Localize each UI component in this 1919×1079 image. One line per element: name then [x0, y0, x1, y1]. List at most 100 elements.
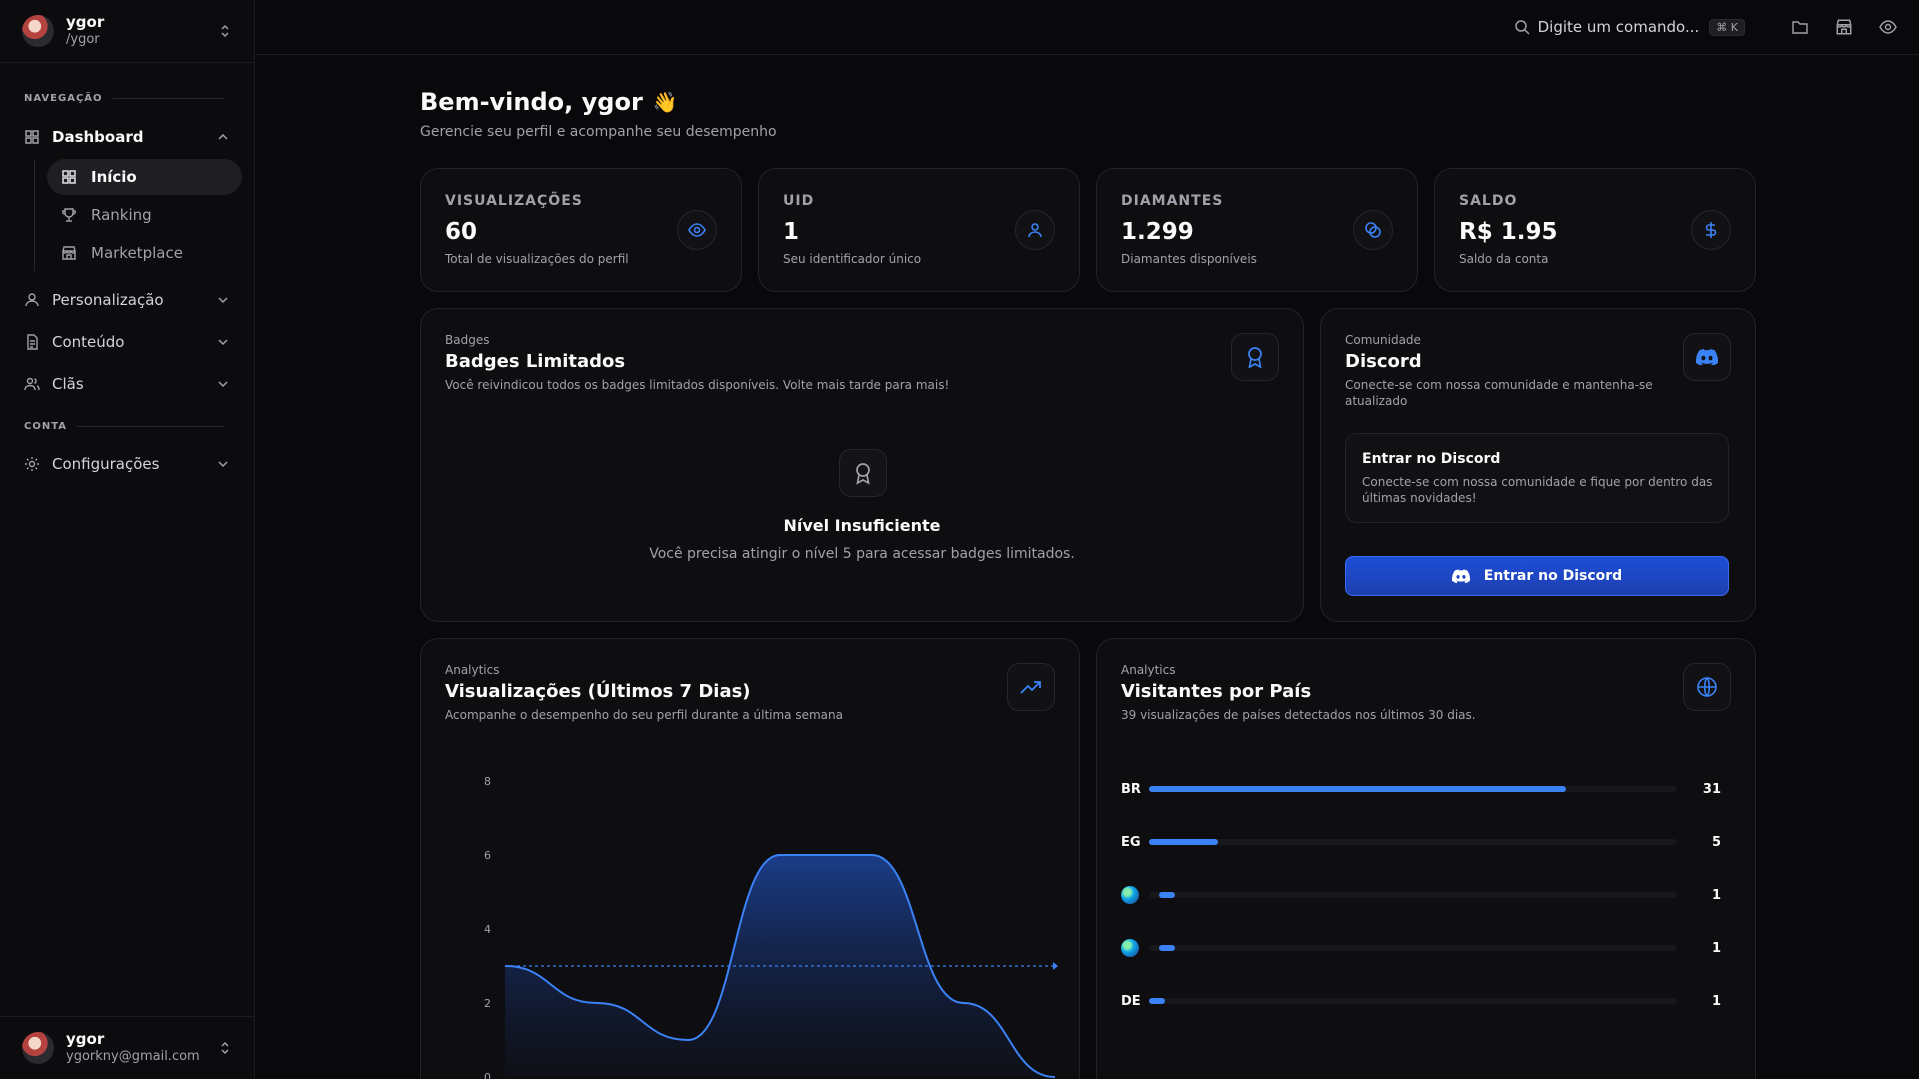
- sidebar-item-label: Conteúdo: [52, 333, 125, 351]
- views-chart-card: Analytics Visualizações (Últimos 7 Dias)…: [420, 638, 1080, 1079]
- country-count: 1: [1711, 993, 1721, 1009]
- dashboard-subnav: Início Ranking Marketplace: [34, 159, 254, 271]
- country-bar-track: [1149, 892, 1677, 898]
- dollar-icon: [1691, 210, 1731, 250]
- globe-icon: [1121, 939, 1139, 957]
- country-bar-fill: [1149, 998, 1165, 1004]
- country-row: BR 31: [1121, 779, 1721, 799]
- sidebar: ygor /ygor NAVEGAÇÃO Dashboard Início: [0, 0, 255, 1079]
- inner-title: Entrar no Discord: [1362, 451, 1501, 467]
- y-tick-label: 8: [484, 775, 491, 788]
- card-kicker: Comunidade: [1345, 333, 1421, 347]
- avatar: [22, 1032, 54, 1064]
- document-icon: [24, 334, 40, 350]
- country-bar-track: [1149, 786, 1677, 792]
- country-count: 5: [1711, 834, 1721, 850]
- topbar: Digite um comando... ⌘ K: [256, 0, 1919, 55]
- join-discord-button[interactable]: Entrar no Discord: [1345, 556, 1729, 596]
- sidebar-item-label: Ranking: [91, 206, 152, 224]
- y-tick-label: 0: [484, 1071, 491, 1079]
- y-tick-label: 2: [484, 997, 491, 1010]
- page-title: Bem-vindo, ygor 👋: [420, 88, 1756, 116]
- user-icon: [1015, 210, 1055, 250]
- nav-section-label: NAVEGAÇÃO: [0, 89, 254, 107]
- country-code: EG: [1121, 834, 1141, 850]
- card-title: Visualizações (Últimos 7 Dias): [445, 681, 751, 702]
- country-count: 1: [1711, 887, 1721, 903]
- button-label: Entrar no Discord: [1483, 568, 1623, 584]
- stat-card-diamantes: DIAMANTES 1.299 Diamantes disponíveis: [1096, 168, 1418, 292]
- account-switcher[interactable]: ygor /ygor: [0, 0, 254, 63]
- command-palette-trigger[interactable]: Digite um comando... ⌘ K: [1514, 18, 1745, 36]
- stat-label: VISUALIZAÇÕES: [445, 193, 583, 209]
- badges-card: Badges Badges Limitados Você reivindicou…: [420, 308, 1304, 622]
- users-icon: [24, 376, 40, 392]
- country-bar-track: [1149, 839, 1677, 845]
- gear-icon: [24, 456, 40, 472]
- user-name: ygor: [66, 13, 105, 31]
- sidebar-item-label: Configurações: [52, 455, 160, 473]
- sidebar-item-label: Dashboard: [52, 128, 144, 146]
- shortcut-badge: ⌘ K: [1709, 18, 1745, 36]
- sidebar-item-personalizacao[interactable]: Personalização: [0, 279, 254, 321]
- award-icon: [839, 449, 887, 497]
- sidebar-item-inicio[interactable]: Início: [47, 159, 242, 195]
- chevron-down-icon: [216, 455, 230, 473]
- sidebar-item-configuracoes[interactable]: Configurações: [0, 443, 254, 485]
- countries-card: Analytics Visitantes por País 39 visuali…: [1096, 638, 1756, 1079]
- card-desc: Acompanhe o desempenho do seu perfil dur…: [445, 708, 843, 722]
- card-title: Badges Limitados: [445, 351, 626, 372]
- user-handle: /ygor: [66, 32, 100, 47]
- country-row: DE 1: [1121, 991, 1721, 1011]
- sidebar-item-ranking[interactable]: Ranking: [47, 197, 242, 233]
- grid-icon: [24, 129, 40, 145]
- stat-desc: Diamantes disponíveis: [1121, 252, 1257, 266]
- store-icon[interactable]: [1835, 18, 1853, 36]
- country-bar-fill: [1159, 892, 1175, 898]
- country-bar-fill: [1159, 945, 1175, 951]
- globe-icon: [1121, 886, 1139, 904]
- card-desc: Conecte-se com nossa comunidade e manten…: [1345, 378, 1653, 408]
- stat-card-uid: UID 1 Seu identificador único: [758, 168, 1080, 292]
- sidebar-item-label: Início: [91, 168, 137, 186]
- country-bar-fill: [1149, 786, 1567, 792]
- sidebar-item-dashboard[interactable]: Dashboard: [0, 117, 254, 157]
- card-title: Visitantes por País: [1121, 681, 1312, 702]
- eye-icon: [677, 210, 717, 250]
- stat-desc: Saldo da conta: [1459, 252, 1549, 266]
- store-icon: [61, 245, 77, 261]
- user-menu[interactable]: ygor ygorkny@gmail.com: [0, 1016, 254, 1079]
- stat-card-saldo: SALDO R$ 1.95 Saldo da conta: [1434, 168, 1756, 292]
- sidebar-item-clas[interactable]: Clãs: [0, 363, 254, 405]
- sidebar-item-label: Personalização: [52, 291, 164, 309]
- card-desc: 39 visualizações de países detectados no…: [1121, 708, 1476, 722]
- sidebar-item-conteudo[interactable]: Conteúdo: [0, 321, 254, 363]
- country-bar-track: [1149, 998, 1677, 1004]
- empty-state-title: Nível Insuficiente: [783, 516, 941, 535]
- wave-emoji: 👋: [652, 90, 678, 114]
- folder-icon[interactable]: [1791, 18, 1809, 36]
- sidebar-item-marketplace[interactable]: Marketplace: [47, 235, 242, 271]
- stat-card-visualizacoes: VISUALIZAÇÕES 60 Total de visualizações …: [420, 168, 742, 292]
- award-icon: [1231, 333, 1279, 381]
- stat-value: 1: [783, 219, 800, 245]
- stat-value: R$ 1.95: [1459, 219, 1558, 245]
- chevron-down-icon: [216, 375, 230, 393]
- chevron-down-icon: [216, 291, 230, 309]
- inner-desc: Conecte-se com nossa comunidade e fique …: [1362, 475, 1713, 505]
- page-subtitle: Gerencie seu perfil e acompanhe seu dese…: [420, 124, 777, 140]
- chevron-down-icon: [216, 333, 230, 351]
- card-title: Discord: [1345, 351, 1422, 372]
- account-section-label: CONTA: [0, 417, 254, 435]
- eye-icon[interactable]: [1879, 18, 1897, 36]
- main-content: Bem-vindo, ygor 👋 Gerencie seu perfil e …: [420, 88, 1756, 140]
- country-count: 31: [1702, 781, 1721, 797]
- country-row: 1: [1121, 938, 1721, 958]
- avatar: [22, 15, 54, 47]
- average-line-marker: [1053, 962, 1058, 970]
- grid-icon: [61, 169, 77, 185]
- country-bar-fill: [1149, 839, 1218, 845]
- globe-icon: [1683, 663, 1731, 711]
- user-name: ygor: [66, 1030, 105, 1048]
- country-code: DE: [1121, 993, 1141, 1009]
